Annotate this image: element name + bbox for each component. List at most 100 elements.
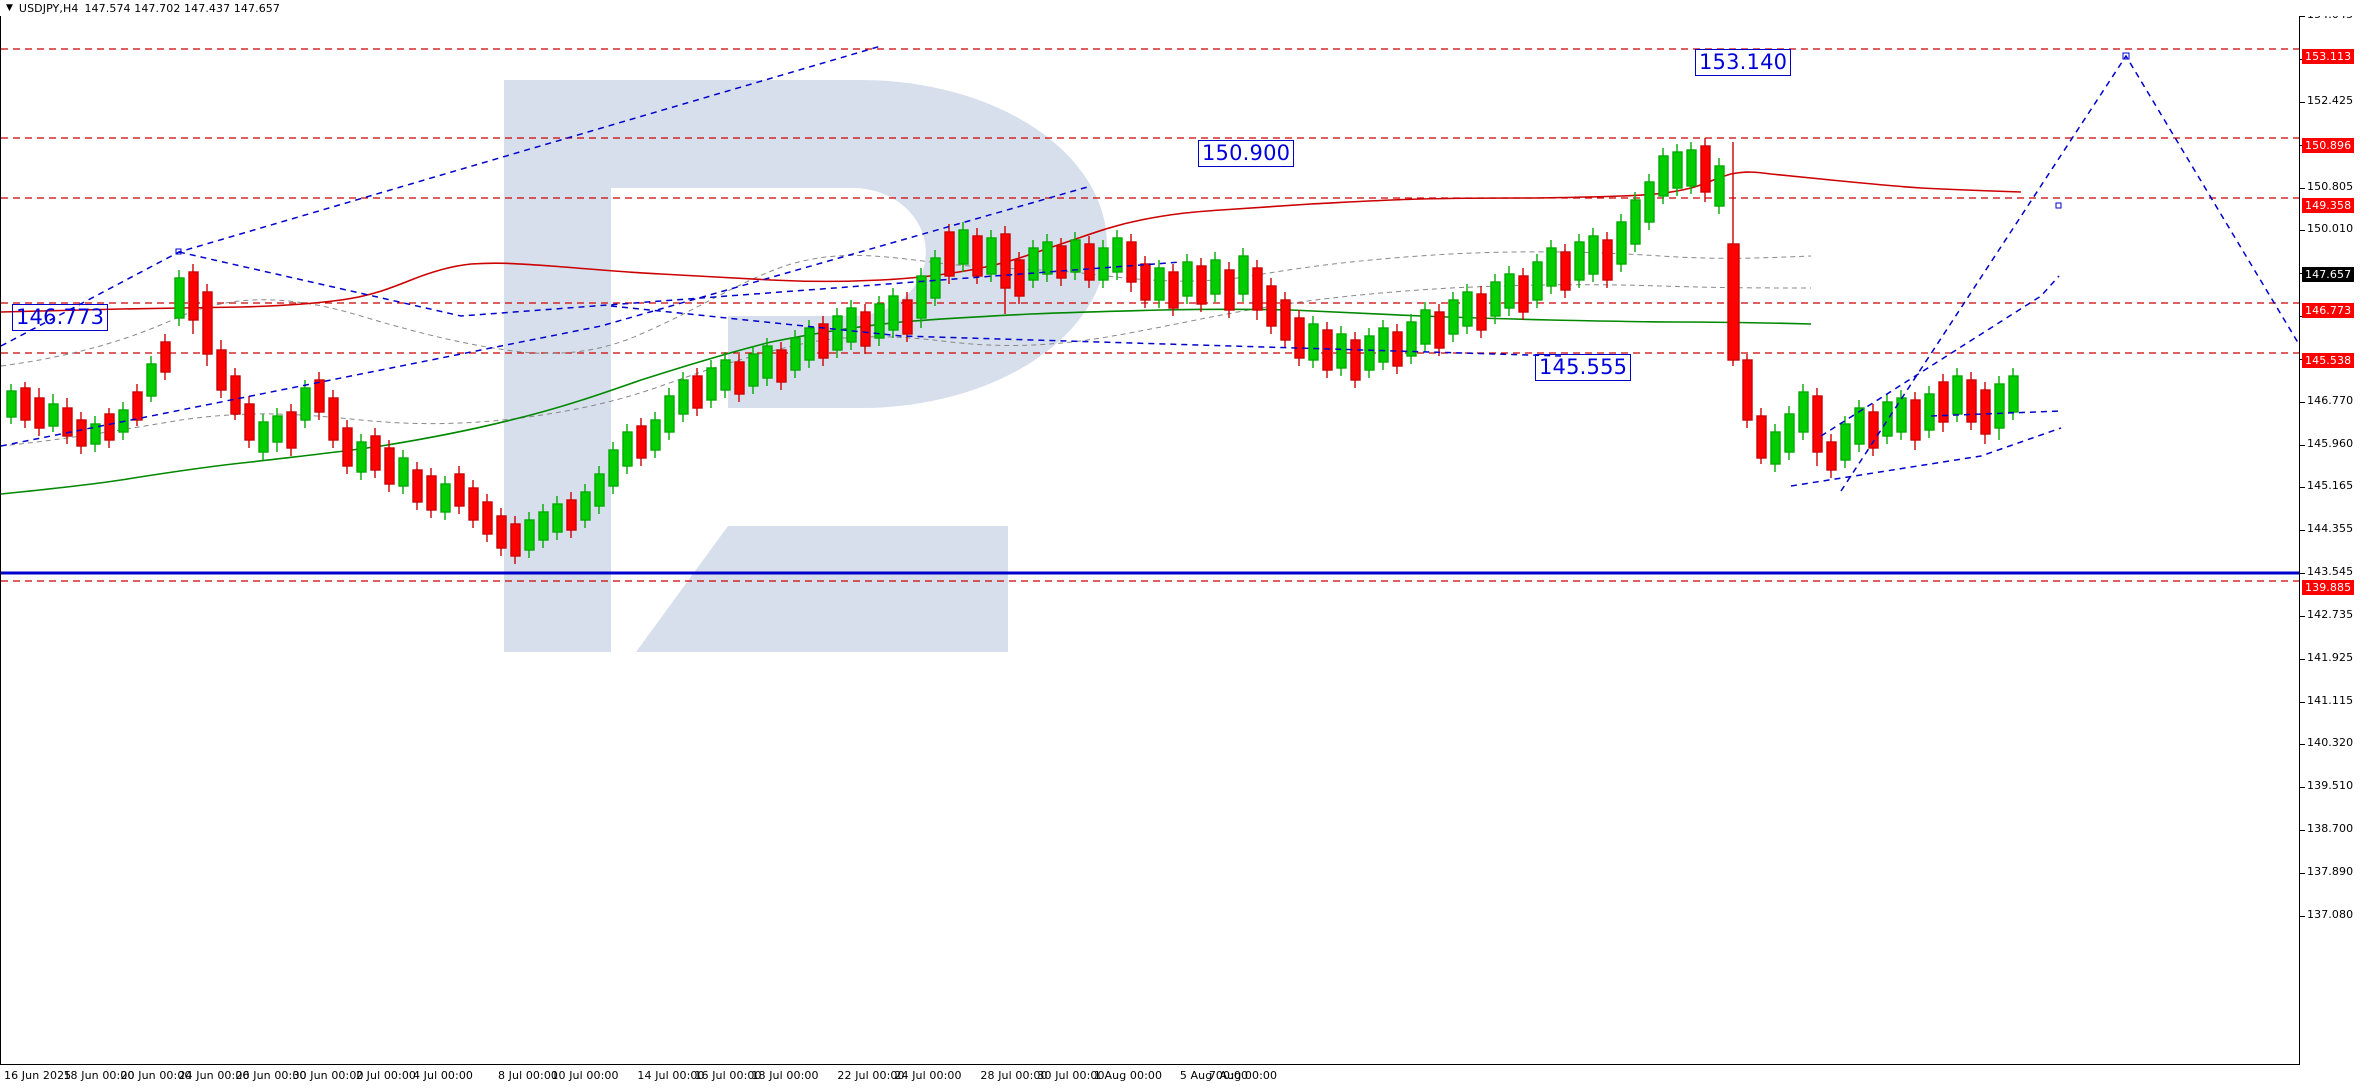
candle <box>762 338 773 386</box>
time-axis[interactable]: 16 Jun 2025 18 Jun 00:00 20 Jun 00:00 24 Ju… <box>0 1065 2376 1090</box>
candle <box>6 384 17 424</box>
pivot-peak <box>2122 52 2130 60</box>
candle <box>1462 284 1473 334</box>
candle <box>1364 328 1375 378</box>
candle <box>832 308 843 358</box>
wedge-upper <box>1820 275 2060 437</box>
candle <box>1840 416 1851 468</box>
annotation-146773[interactable]: 146.773 <box>12 304 109 331</box>
candle <box>244 396 255 448</box>
time-tick-label: 1 Aug 00:00 <box>1093 1069 1163 1082</box>
candle <box>132 384 143 426</box>
candle <box>1980 382 1991 444</box>
candle <box>1266 278 1277 334</box>
time-tick-label: 2 Jul 00:00 <box>355 1069 417 1082</box>
candle <box>454 466 465 514</box>
annotation-145555[interactable]: 145.555 <box>1535 354 1632 381</box>
tick-mark <box>2300 786 2305 788</box>
candle <box>1490 274 1501 324</box>
symbol-label: USDJPY,H4 <box>18 1 79 15</box>
candle <box>1910 392 1921 450</box>
candle <box>1924 386 1935 438</box>
tick-mark <box>2300 872 2305 874</box>
candle <box>1224 262 1235 318</box>
time-tick-label: 14 Jul 00:00 <box>637 1069 705 1082</box>
candle <box>1126 234 1137 292</box>
candle <box>1476 286 1487 338</box>
annotation-150900[interactable]: 150.900 <box>1198 140 1295 167</box>
candle <box>468 480 479 528</box>
ohlc-values: 147.574 147.702 147.437 147.657 <box>84 1 280 15</box>
tick-mark <box>2300 743 2305 745</box>
candle <box>1630 192 1641 252</box>
candle <box>1546 240 1557 294</box>
candle <box>902 292 913 342</box>
candle <box>552 496 563 540</box>
candle <box>1770 424 1781 472</box>
price-tick-label: 150.010 <box>2307 222 2354 235</box>
candle <box>1336 326 1347 376</box>
candle <box>1392 324 1403 374</box>
trendline-support-up <box>1 185 1092 447</box>
candle <box>930 250 941 306</box>
price-tick-label: 141.115 <box>2307 694 2354 707</box>
price-tick-label: 141.925 <box>2307 651 2354 664</box>
price-tick-label: 145.960 <box>2307 437 2354 450</box>
candle <box>1378 320 1389 370</box>
candle <box>1280 292 1291 348</box>
candle <box>1448 292 1459 342</box>
plot-area[interactable]: 153.140 150.900 146.773 145.555 <box>0 16 2299 1065</box>
candle <box>860 304 871 354</box>
candle <box>580 484 591 528</box>
candle <box>286 404 297 456</box>
candle <box>370 428 381 478</box>
candle <box>104 408 115 448</box>
caret-down-icon[interactable]: ▼ <box>6 2 13 13</box>
price-axis[interactable]: 154.045153.235152.425151.615150.805150.0… <box>2299 0 2376 1065</box>
current-price-badge[interactable]: 147.657 <box>2302 267 2355 282</box>
time-tick-label: 10 Jul 00:00 <box>551 1069 619 1082</box>
level-price-badge[interactable]: 139.885 <box>2302 580 2355 595</box>
level-price-badge[interactable]: 145.538 <box>2302 353 2355 368</box>
tick-mark <box>2300 529 2305 531</box>
candle <box>804 320 815 368</box>
candle <box>1644 174 1655 230</box>
candle <box>944 224 955 284</box>
price-tick-label: 137.080 <box>2307 908 2354 921</box>
candle <box>706 360 717 408</box>
candle <box>1882 394 1893 444</box>
candle <box>62 398 73 444</box>
tick-mark <box>2300 915 2305 917</box>
annotation-153140[interactable]: 153.140 <box>1695 49 1792 76</box>
candle <box>608 442 619 494</box>
candle <box>972 228 983 284</box>
candle <box>1560 244 1571 298</box>
level-price-badge[interactable]: 153.113 <box>2302 49 2355 64</box>
candle <box>790 330 801 378</box>
candle <box>1112 230 1123 280</box>
candle <box>1784 406 1795 460</box>
candle <box>958 222 969 272</box>
candle <box>1714 158 1725 214</box>
candle <box>356 434 367 480</box>
candle <box>482 494 493 542</box>
candle <box>20 382 31 428</box>
price-tick-label: 140.320 <box>2307 736 2354 749</box>
candle <box>426 468 437 518</box>
level-price-badge[interactable]: 150.896 <box>2302 138 2355 153</box>
candle <box>776 342 787 390</box>
candle <box>1742 354 1753 428</box>
level-price-badge[interactable]: 146.773 <box>2302 303 2355 318</box>
candle <box>496 508 507 556</box>
price-tick-label: 152.425 <box>2307 94 2354 107</box>
level-price-badge[interactable]: 149.358 <box>2302 198 2355 213</box>
tick-mark <box>2300 401 2305 403</box>
candle <box>1420 302 1431 352</box>
candle <box>1938 374 1949 432</box>
candle <box>664 388 675 440</box>
candle <box>1322 322 1333 378</box>
candle <box>524 512 535 558</box>
candle <box>1210 252 1221 302</box>
candle <box>342 420 353 474</box>
